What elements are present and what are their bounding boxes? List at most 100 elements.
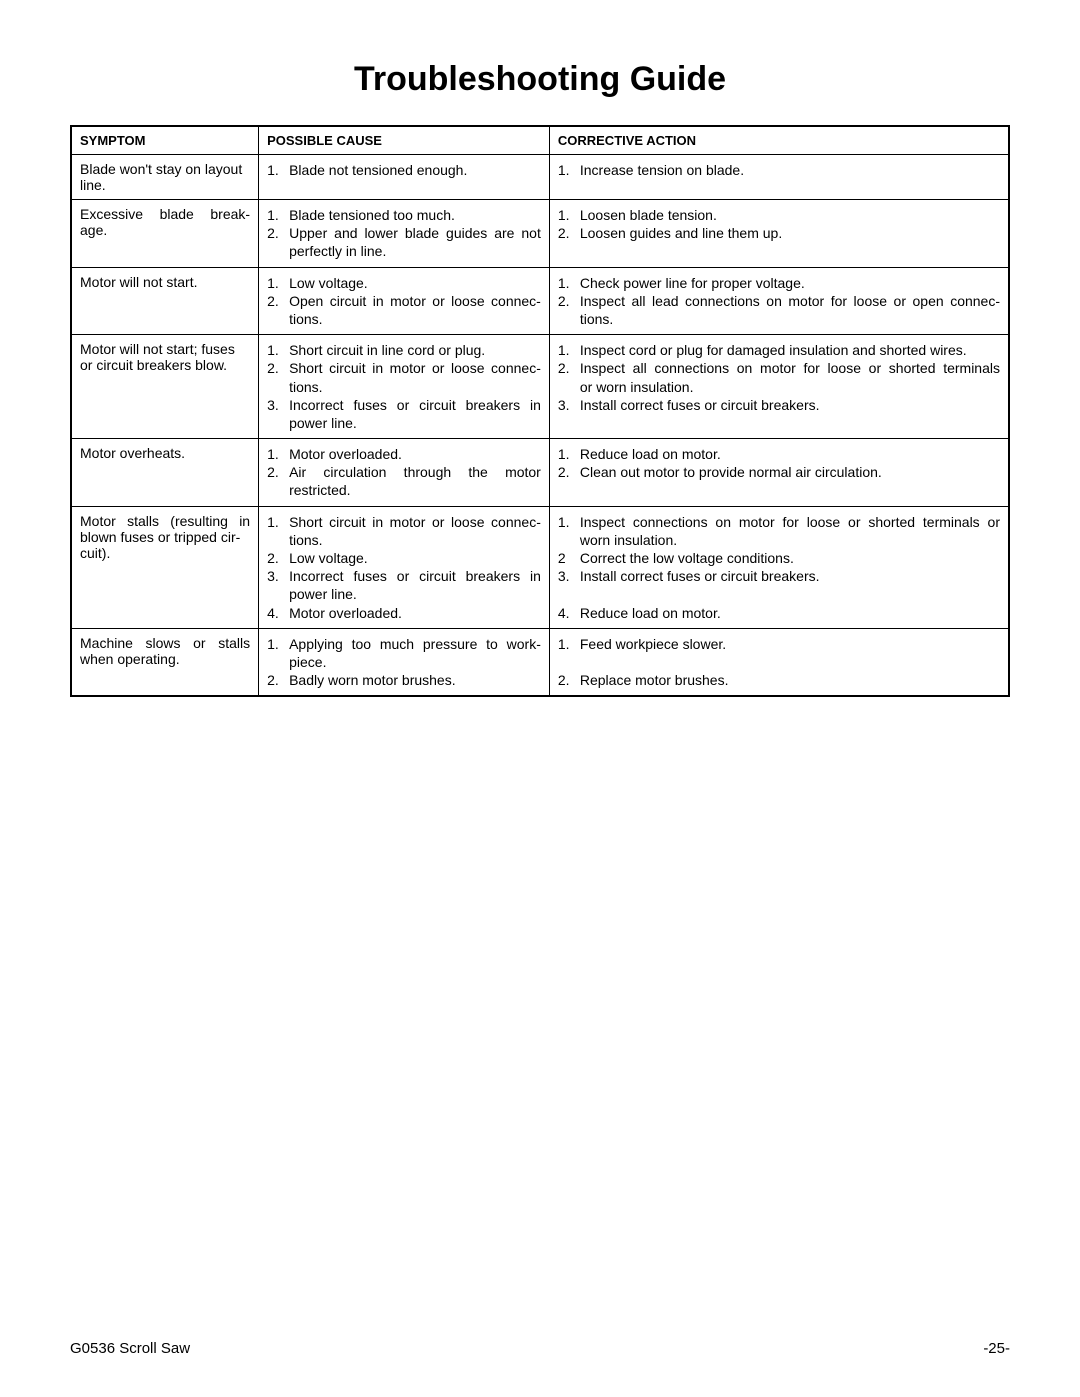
list-item: 1.Blade tensioned too much.	[267, 206, 541, 224]
action-cell: 1.Increase tension on blade.	[549, 155, 1009, 200]
item-number: 1.	[558, 445, 580, 463]
item-text: Replace motor brushes.	[580, 671, 1000, 689]
list-item: 1.Blade not tensioned enough.	[267, 161, 541, 179]
item-number: 1.	[267, 341, 289, 359]
item-text: Loosen guides and line them up.	[580, 224, 1000, 242]
action-cell: 1.Check power line for proper voltage.2.…	[549, 267, 1009, 335]
item-text: Feed workpiece slower.	[580, 635, 1000, 653]
item-text: piece.	[289, 653, 541, 671]
cause-list: 1.Motor overloaded.2.Air circulation thr…	[267, 445, 541, 500]
symptom-cell: Machine slows or stallswhen operating.	[71, 628, 259, 696]
item-text: worn insulation.	[580, 531, 1000, 549]
item-number: 1.	[267, 513, 289, 531]
list-item: 1.Loosen blade tension.	[558, 206, 1000, 224]
document-page: Troubleshooting Guide SYMPTOM POSSIBLE C…	[0, 0, 1080, 1397]
header-cause: POSSIBLE CAUSE	[259, 126, 550, 155]
table-row: Motor stalls (resulting inblown fuses or…	[71, 506, 1009, 628]
item-text: Incorrect fuses or circuit breakers in	[289, 567, 541, 585]
cause-list: 1.Short circuit in line cord or plug.2.S…	[267, 341, 541, 432]
item-text: Incorrect fuses or circuit breakers in	[289, 396, 541, 414]
list-item: 2.Upper and lower blade guides are not	[267, 224, 541, 242]
symptom-line: blown fuses or tripped cir-	[80, 529, 250, 545]
action-list: 1.Inspect cord or plug for damaged insul…	[558, 341, 1000, 414]
item-text: tions.	[289, 310, 541, 328]
item-number: 2.	[558, 224, 580, 242]
item-number: 2.	[267, 463, 289, 481]
symptom-line: Machine slows or stalls	[80, 635, 250, 651]
list-item: power line.	[267, 414, 541, 432]
item-number: 2.	[267, 549, 289, 567]
item-number: 1.	[558, 274, 580, 292]
troubleshooting-table: SYMPTOM POSSIBLE CAUSE CORRECTIVE ACTION…	[70, 125, 1010, 697]
item-text: Install correct fuses or circuit breaker…	[580, 567, 1000, 585]
symptom-line: cuit).	[80, 545, 250, 561]
list-item: 2.Short circuit in motor or loose connec…	[267, 359, 541, 377]
list-item: 1.Increase tension on blade.	[558, 161, 1000, 179]
header-action: CORRECTIVE ACTION	[549, 126, 1009, 155]
item-text: Blade tensioned too much.	[289, 206, 541, 224]
item-text: tions.	[289, 531, 541, 549]
item-text: Inspect cord or plug for damaged insulat…	[580, 341, 1000, 359]
symptom-cell: Blade won't stay on layoutline.	[71, 155, 259, 200]
item-text: Reduce load on motor.	[580, 445, 1000, 463]
item-number: 2.	[267, 359, 289, 377]
item-text: Increase tension on blade.	[580, 161, 1000, 179]
item-text: Inspect all lead connections on motor fo…	[580, 292, 1000, 310]
item-number: 2.	[267, 224, 289, 242]
item-text: Clean out motor to provide normal air ci…	[580, 463, 1000, 481]
cause-cell: 1.Motor overloaded.2.Air circulation thr…	[259, 439, 550, 507]
list-item: or worn insulation.	[558, 378, 1000, 396]
table-row: Machine slows or stallswhen operating. 1.…	[71, 628, 1009, 696]
cause-cell: 1.Low voltage.2.Open circuit in motor or…	[259, 267, 550, 335]
item-number: 1.	[558, 206, 580, 224]
item-text: tions.	[289, 378, 541, 396]
item-number: 1.	[267, 274, 289, 292]
cause-list: 1.Blade not tensioned enough.	[267, 161, 541, 179]
list-item: 4.Reduce load on motor.	[558, 604, 1000, 622]
table-row: Motor will not start; fusesor circuit br…	[71, 335, 1009, 439]
header-symptom: SYMPTOM	[71, 126, 259, 155]
cause-list: 1.Low voltage.2.Open circuit in motor or…	[267, 274, 541, 329]
item-number: 2	[558, 549, 580, 567]
item-text: perfectly in line.	[289, 242, 541, 260]
list-item: perfectly in line.	[267, 242, 541, 260]
list-item: 1.Low voltage.	[267, 274, 541, 292]
list-item: 1.Reduce load on motor.	[558, 445, 1000, 463]
cause-cell: 1.Short circuit in motor or loose connec…	[259, 506, 550, 628]
list-item	[558, 585, 1000, 603]
item-text	[580, 585, 1000, 603]
list-item: 2.Low voltage.	[267, 549, 541, 567]
symptom-line: line.	[80, 177, 250, 193]
symptom-line: Motor overheats.	[80, 445, 250, 461]
item-number: 1.	[267, 206, 289, 224]
item-number: 3.	[267, 567, 289, 585]
item-text: Upper and lower blade guides are not	[289, 224, 541, 242]
action-cell: 1.Feed workpiece slower. 2.Replace motor…	[549, 628, 1009, 696]
item-number: 1.	[558, 513, 580, 531]
item-text: or worn insulation.	[580, 378, 1000, 396]
list-item: 3.Install correct fuses or circuit break…	[558, 567, 1000, 585]
item-text: Reduce load on motor.	[580, 604, 1000, 622]
page-title: Troubleshooting Guide	[70, 60, 1010, 99]
item-number: 2.	[558, 671, 580, 689]
symptom-line: Motor will not start; fuses	[80, 341, 250, 357]
item-text: power line.	[289, 585, 541, 603]
list-item: 2Correct the low voltage conditions.	[558, 549, 1000, 567]
cause-list: 1.Blade tensioned too much.2.Upper and l…	[267, 206, 541, 261]
item-number: 1.	[267, 445, 289, 463]
action-list: 1.Inspect connections on motor for loose…	[558, 513, 1000, 622]
item-number: 3.	[558, 396, 580, 414]
item-number: 2.	[558, 359, 580, 377]
cause-list: 1.Short circuit in motor or loose connec…	[267, 513, 541, 622]
item-number: 1.	[558, 161, 580, 179]
item-text: Short circuit in motor or loose connec-	[289, 513, 541, 531]
list-item: 1.Motor overloaded.	[267, 445, 541, 463]
symptom-line: Motor stalls (resulting in	[80, 513, 250, 529]
list-item: 2.Inspect all connections on motor for l…	[558, 359, 1000, 377]
list-item: 2.Loosen guides and line them up.	[558, 224, 1000, 242]
item-number: 4.	[558, 604, 580, 622]
item-text: power line.	[289, 414, 541, 432]
list-item: 2.Badly worn motor brushes.	[267, 671, 541, 689]
list-item: restricted.	[267, 481, 541, 499]
item-text: Correct the low voltage conditions.	[580, 549, 1000, 567]
